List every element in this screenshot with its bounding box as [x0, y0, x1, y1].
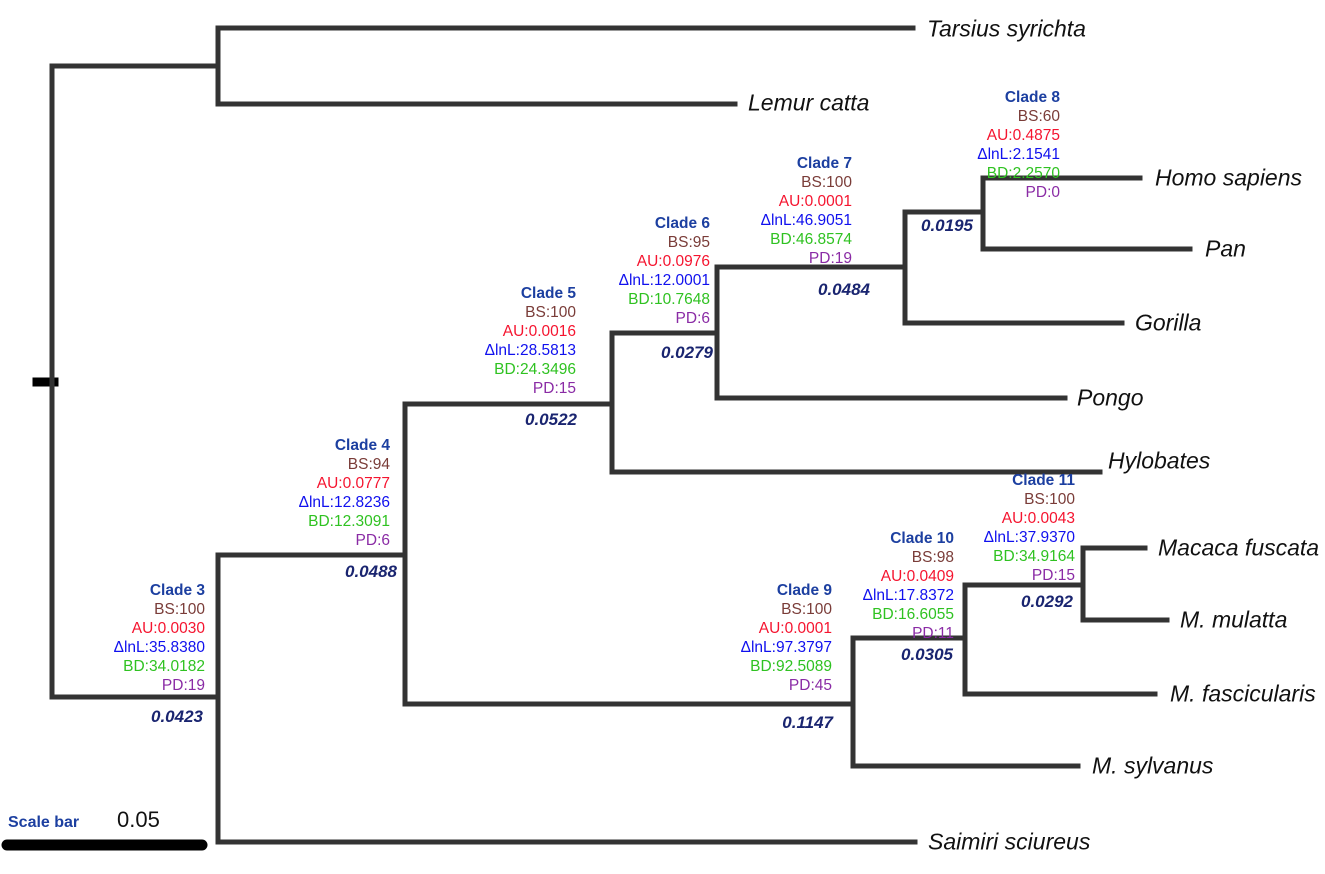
stat-bd: BD:34.9164 — [993, 548, 1075, 565]
stat-pd: PD:6 — [355, 532, 390, 549]
stat-bs: BS:100 — [781, 601, 832, 618]
stat-pd: PD:0 — [1025, 184, 1060, 201]
stat-pd: PD:11 — [912, 625, 954, 642]
stat-dlnl: ΔlnL:97.3797 — [740, 639, 832, 656]
clade-title: Clade 7 — [796, 155, 852, 172]
stat-bd: BD:10.7648 — [628, 291, 710, 308]
stat-dlnl: ΔlnL:28.5813 — [484, 342, 576, 359]
stat-dlnl: ΔlnL:17.8372 — [862, 587, 954, 604]
stat-pd: PD:45 — [788, 677, 832, 694]
stat-bs: BS:98 — [911, 549, 954, 566]
clade-annotation-clade-4: Clade 4 BS:94 AU:0.0777 ΔlnL:12.8236 BD:12.3… — [299, 436, 390, 550]
stat-bs: BS:95 — [667, 234, 710, 251]
stat-bs: BS:100 — [1024, 491, 1075, 508]
taxon-label-m-sylvanus: M. sylvanus — [1092, 752, 1214, 779]
stat-au: AU:0.0409 — [880, 568, 954, 585]
scale-bar-value: 0.05 — [117, 807, 160, 832]
taxon-label-m-mulatta: M. mulatta — [1180, 606, 1288, 633]
stat-pd: PD:6 — [675, 310, 710, 327]
clade-title: Clade 5 — [520, 285, 576, 302]
stat-au: AU:0.0777 — [316, 475, 390, 492]
stat-pd: PD:15 — [1031, 567, 1075, 584]
taxon-label-macaca-fuscata: Macaca fuscata — [1158, 534, 1320, 561]
stat-au: AU:0.0001 — [778, 193, 852, 210]
clade-annotation-clade-11: Clade 11 BS:100 AU:0.0043 ΔlnL:37.9370 BD:34… — [984, 471, 1075, 585]
stat-pd: PD:15 — [532, 380, 576, 397]
stat-bd: BD:24.3496 — [494, 361, 576, 378]
clade-title: Clade 10 — [890, 530, 954, 547]
clade-title: Clade 11 — [1012, 472, 1075, 489]
taxon-label-homo-sapiens: Homo sapiens — [1155, 164, 1303, 191]
clade-title: Clade 4 — [334, 437, 390, 454]
stat-bd: BD:46.8574 — [770, 231, 852, 248]
stat-pd: PD:19 — [161, 677, 205, 694]
stat-bd: BD:12.3091 — [308, 513, 390, 530]
branch-length-clade-7: 0.0484 — [818, 280, 870, 299]
clade-annotation-clade-5: Clade 5 BS:100 AU:0.0016 ΔlnL:28.5813 BD:24.… — [485, 284, 576, 398]
clade-title: Clade 6 — [654, 215, 710, 232]
stat-bd: BD:2.2570 — [986, 165, 1060, 182]
stat-au: AU:0.0030 — [131, 620, 205, 637]
taxon-label-gorilla: Gorilla — [1135, 309, 1202, 336]
stat-au: AU:0.0016 — [502, 323, 576, 340]
clade-annotation-clade-8: Clade 8 BS:60 AU:0.4875 ΔlnL:2.1541 BD:2.257… — [977, 88, 1060, 202]
stat-au: AU:0.4875 — [986, 127, 1060, 144]
branch-length-clade-5: 0.0522 — [525, 410, 577, 429]
stat-bs: BS:100 — [801, 174, 852, 191]
branch-length-clade-11: 0.0292 — [1021, 592, 1073, 611]
branch-length-clade-9: 0.1147 — [782, 713, 833, 732]
clade-annotation-clade-7: Clade 7 BS:100 AU:0.0001 ΔlnL:46.9051 BD:46.… — [761, 154, 852, 268]
branch-length-clade-8: 0.0195 — [921, 216, 973, 235]
stat-bs: BS:60 — [1017, 108, 1060, 125]
stat-dlnl: ΔlnL:12.8236 — [298, 494, 390, 511]
branch-length-clade-6: 0.0279 — [661, 343, 713, 362]
clade-title: Clade 8 — [1004, 89, 1060, 106]
scale-bar-label: Scale bar — [8, 814, 80, 831]
stat-au: AU:0.0976 — [636, 253, 710, 270]
stat-bs: BS:94 — [347, 456, 390, 473]
branch-length-clade-3: 0.0423 — [151, 707, 203, 726]
stat-dlnl: ΔlnL:2.1541 — [977, 146, 1060, 163]
clade-annotation-clade-9: Clade 9 BS:100 AU:0.0001 ΔlnL:97.3797 BD:92.… — [741, 581, 832, 695]
branch-length-clade-10: 0.0305 — [901, 645, 953, 664]
stat-dlnl: ΔlnL:46.9051 — [760, 212, 852, 229]
stat-pd: PD:19 — [808, 250, 852, 267]
clade-annotation-clade-10: Clade 10 BS:98 AU:0.0409 ΔlnL:17.8372 BD:16.… — [863, 529, 954, 643]
taxon-label-pan: Pan — [1205, 235, 1246, 262]
stat-au: AU:0.0043 — [1001, 510, 1075, 527]
stat-au: AU:0.0001 — [758, 620, 832, 637]
clade-title: Clade 3 — [149, 582, 205, 599]
clade-title: Clade 9 — [776, 582, 832, 599]
clade-annotation-clade-3: Clade 3 BS:100 AU:0.0030 ΔlnL:35.8380 BD:34.… — [114, 581, 205, 695]
stat-bd: BD:34.0182 — [123, 658, 205, 675]
stat-bs: BS:100 — [154, 601, 205, 618]
stat-dlnl: ΔlnL:35.8380 — [113, 639, 205, 656]
stat-dlnl: ΔlnL:12.0001 — [618, 272, 710, 289]
stat-bs: BS:100 — [525, 304, 576, 321]
branch-length-clade-4: 0.0488 — [345, 562, 397, 581]
taxon-label-tarsius-syrichta: Tarsius syrichta — [927, 15, 1086, 42]
stat-dlnl: ΔlnL:37.9370 — [983, 529, 1075, 546]
taxon-label-hylobates: Hylobates — [1108, 447, 1211, 474]
taxon-label-lemur-catta: Lemur catta — [748, 89, 870, 116]
taxon-label-saimiri-sciureus: Saimiri sciureus — [928, 828, 1091, 855]
stat-bd: BD:16.6055 — [872, 606, 954, 623]
stat-bd: BD:92.5089 — [750, 658, 832, 675]
clade-annotation-clade-6: Clade 6 BS:95 AU:0.0976 ΔlnL:12.0001 BD:10.7… — [619, 214, 710, 328]
taxon-label-m-fascicularis: M. fascicularis — [1170, 680, 1316, 707]
taxon-label-pongo: Pongo — [1077, 384, 1144, 411]
